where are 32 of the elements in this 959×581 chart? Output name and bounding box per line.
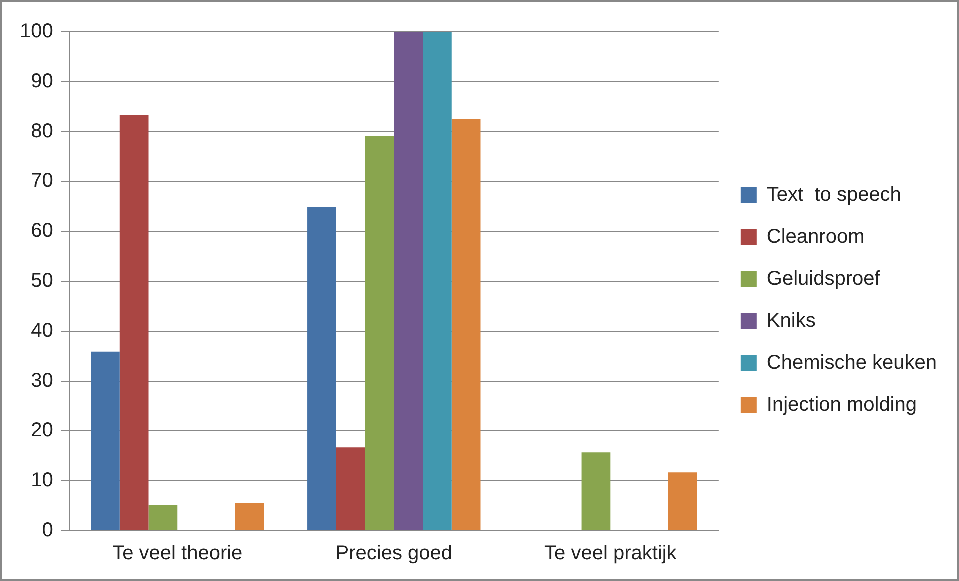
- legend-label: Kniks: [766, 310, 816, 332]
- bar: [452, 119, 481, 530]
- bar: [91, 352, 120, 530]
- bar: [120, 115, 149, 530]
- bar: [423, 32, 452, 530]
- bar: [365, 136, 394, 530]
- legend-label: Cleanroom: [766, 226, 865, 248]
- bar: [308, 207, 336, 530]
- x-tick-label: Te veel theorie: [112, 542, 243, 565]
- y-tick-label: 50: [31, 270, 54, 292]
- bar: [394, 32, 424, 530]
- y-tick-label: 100: [20, 20, 54, 43]
- bar: [582, 452, 611, 530]
- bar: [148, 505, 178, 530]
- y-tick-label: 10: [31, 470, 54, 492]
- y-tick-label: 60: [31, 220, 54, 242]
- y-tick-label: 90: [31, 70, 54, 92]
- y-tick-label: 40: [31, 320, 54, 342]
- y-tick-label: 80: [31, 120, 54, 142]
- legend-label: Injection molding: [766, 394, 918, 416]
- bar: [668, 472, 698, 530]
- y-tick-label: 30: [31, 370, 54, 392]
- y-tick-label: 0: [42, 520, 54, 542]
- x-tick-label: Te veel praktijk: [544, 542, 678, 565]
- x-tick-label: Precies goed: [336, 542, 453, 565]
- legend-label: Geluidsproef: [766, 268, 881, 290]
- legend-label: Chemische keuken: [766, 352, 938, 374]
- bar: [336, 448, 366, 530]
- y-tick-label: 70: [31, 170, 54, 192]
- legend-label: Text to speech: [766, 184, 902, 206]
- y-tick-label: 20: [31, 420, 54, 442]
- bar: [235, 503, 264, 530]
